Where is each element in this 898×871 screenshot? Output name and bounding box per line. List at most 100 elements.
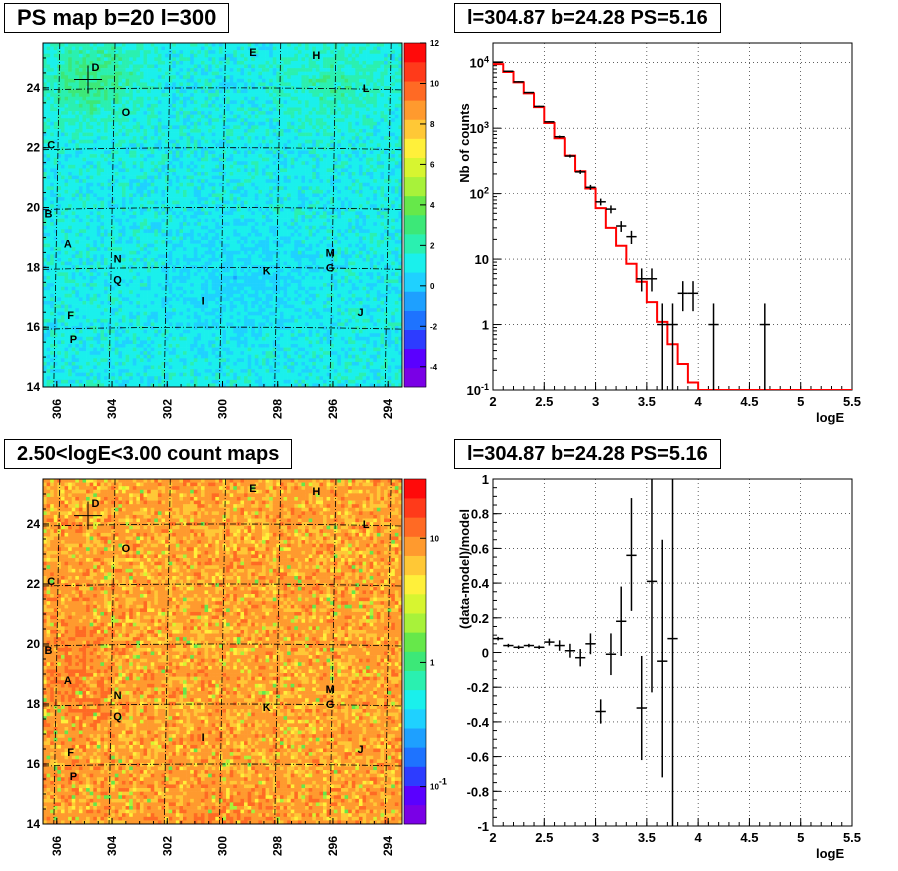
heatmap-cell	[254, 121, 259, 126]
heatmap-cell	[68, 96, 73, 101]
heatmap-cell	[269, 172, 274, 176]
heatmap-cell	[125, 154, 130, 158]
heatmap-cell	[218, 211, 223, 216]
heatmap-cell	[208, 218, 213, 223]
heatmap-cell	[104, 100, 108, 105]
heatmap-cell	[351, 103, 356, 108]
heatmap-cell	[315, 46, 320, 51]
heatmap-cell	[125, 193, 130, 198]
heatmap-cell	[136, 143, 141, 148]
heatmap-cell	[125, 68, 130, 72]
heatmap-cell	[43, 114, 47, 119]
heatmap-cell	[308, 211, 313, 216]
heatmap-cell	[208, 132, 213, 137]
heatmap-cell	[147, 218, 151, 223]
heatmap-cell	[355, 64, 360, 69]
heatmap-cell	[136, 43, 141, 47]
heatmap-cell	[279, 82, 284, 87]
heatmap-cell	[323, 139, 327, 144]
heatmap-cell	[172, 68, 177, 72]
heatmap-cell	[215, 57, 220, 62]
heatmap-cell	[233, 50, 238, 55]
heatmap-cell	[373, 197, 378, 201]
heatmap-cell	[143, 154, 148, 158]
heatmap-cell	[172, 100, 177, 105]
heatmap-cell	[136, 139, 141, 144]
heatmap-cell	[43, 46, 47, 51]
heatmap-cell	[150, 86, 155, 90]
heatmap-cell	[121, 121, 126, 126]
heatmap-cell	[75, 43, 80, 47]
heatmap-cell	[355, 50, 360, 55]
heatmap-cell	[348, 164, 353, 169]
heatmap-cell	[244, 200, 248, 205]
heatmap-cell	[222, 154, 227, 158]
heatmap-cell	[75, 204, 80, 209]
heatmap-cell	[261, 182, 266, 187]
heatmap-cell	[168, 96, 173, 101]
heatmap-cell	[82, 93, 87, 98]
heatmap-cell	[104, 164, 108, 169]
heatmap-cell	[376, 64, 381, 69]
heatmap-cell	[254, 107, 259, 112]
heatmap-cell	[312, 68, 317, 72]
heatmap-cell	[358, 118, 363, 123]
heatmap-cell	[366, 200, 370, 205]
heatmap-cell	[183, 215, 187, 219]
heatmap-cell	[168, 139, 173, 144]
heatmap-cell	[139, 64, 144, 69]
heatmap-cell	[50, 118, 55, 123]
heatmap-cell	[71, 96, 76, 101]
heatmap-cell	[197, 161, 202, 166]
heatmap-cell	[172, 114, 177, 119]
heatmap-cell	[50, 215, 55, 219]
heatmap-cell	[114, 129, 119, 133]
heatmap-cell	[71, 50, 76, 55]
heatmap-cell	[236, 157, 241, 162]
heatmap-cell	[53, 197, 58, 201]
heatmap-cell	[200, 82, 205, 87]
heatmap-cell	[333, 143, 338, 148]
heatmap-cell	[315, 146, 320, 151]
heatmap-cell	[251, 75, 256, 80]
heatmap-cell	[125, 197, 130, 201]
heatmap-cell	[86, 57, 90, 62]
heatmap-cell	[175, 57, 180, 62]
heatmap-cell	[190, 107, 195, 112]
heatmap-cell	[64, 93, 69, 98]
heatmap-cell	[297, 107, 302, 112]
heatmap-cell	[100, 78, 105, 83]
heatmap-cell	[366, 179, 370, 184]
heatmap-cell	[132, 204, 137, 209]
heatmap-cell	[111, 68, 116, 72]
heatmap-cell	[218, 118, 223, 123]
heatmap-cell	[308, 157, 313, 162]
heatmap-cell	[165, 143, 169, 148]
heatmap-cell	[387, 93, 392, 98]
heatmap-cell	[64, 215, 69, 219]
heatmap-cell	[222, 60, 227, 65]
heatmap-cell	[279, 186, 284, 191]
heatmap-cell	[394, 43, 399, 47]
heatmap-cell	[68, 172, 73, 176]
heatmap-cell	[190, 136, 195, 141]
heatmap-cell	[46, 100, 51, 105]
heatmap-cell	[305, 121, 309, 126]
heatmap-cell	[89, 179, 94, 184]
heatmap-cell	[157, 218, 162, 223]
heatmap-cell	[358, 157, 363, 162]
heatmap-cell	[233, 114, 238, 119]
heatmap-cell	[276, 218, 281, 223]
heatmap-cell	[222, 143, 227, 148]
heatmap-cell	[308, 68, 313, 72]
heatmap-cell	[186, 82, 191, 87]
heatmap-cell	[147, 125, 151, 130]
heatmap-cell	[276, 132, 281, 137]
heatmap-cell	[211, 111, 216, 115]
heatmap-cell	[168, 207, 173, 212]
heatmap-cell	[89, 164, 94, 169]
heatmap-cell	[351, 161, 356, 166]
heatmap-cell	[398, 86, 402, 90]
heatmap-cell	[193, 118, 198, 123]
heatmap-cell	[125, 100, 130, 105]
